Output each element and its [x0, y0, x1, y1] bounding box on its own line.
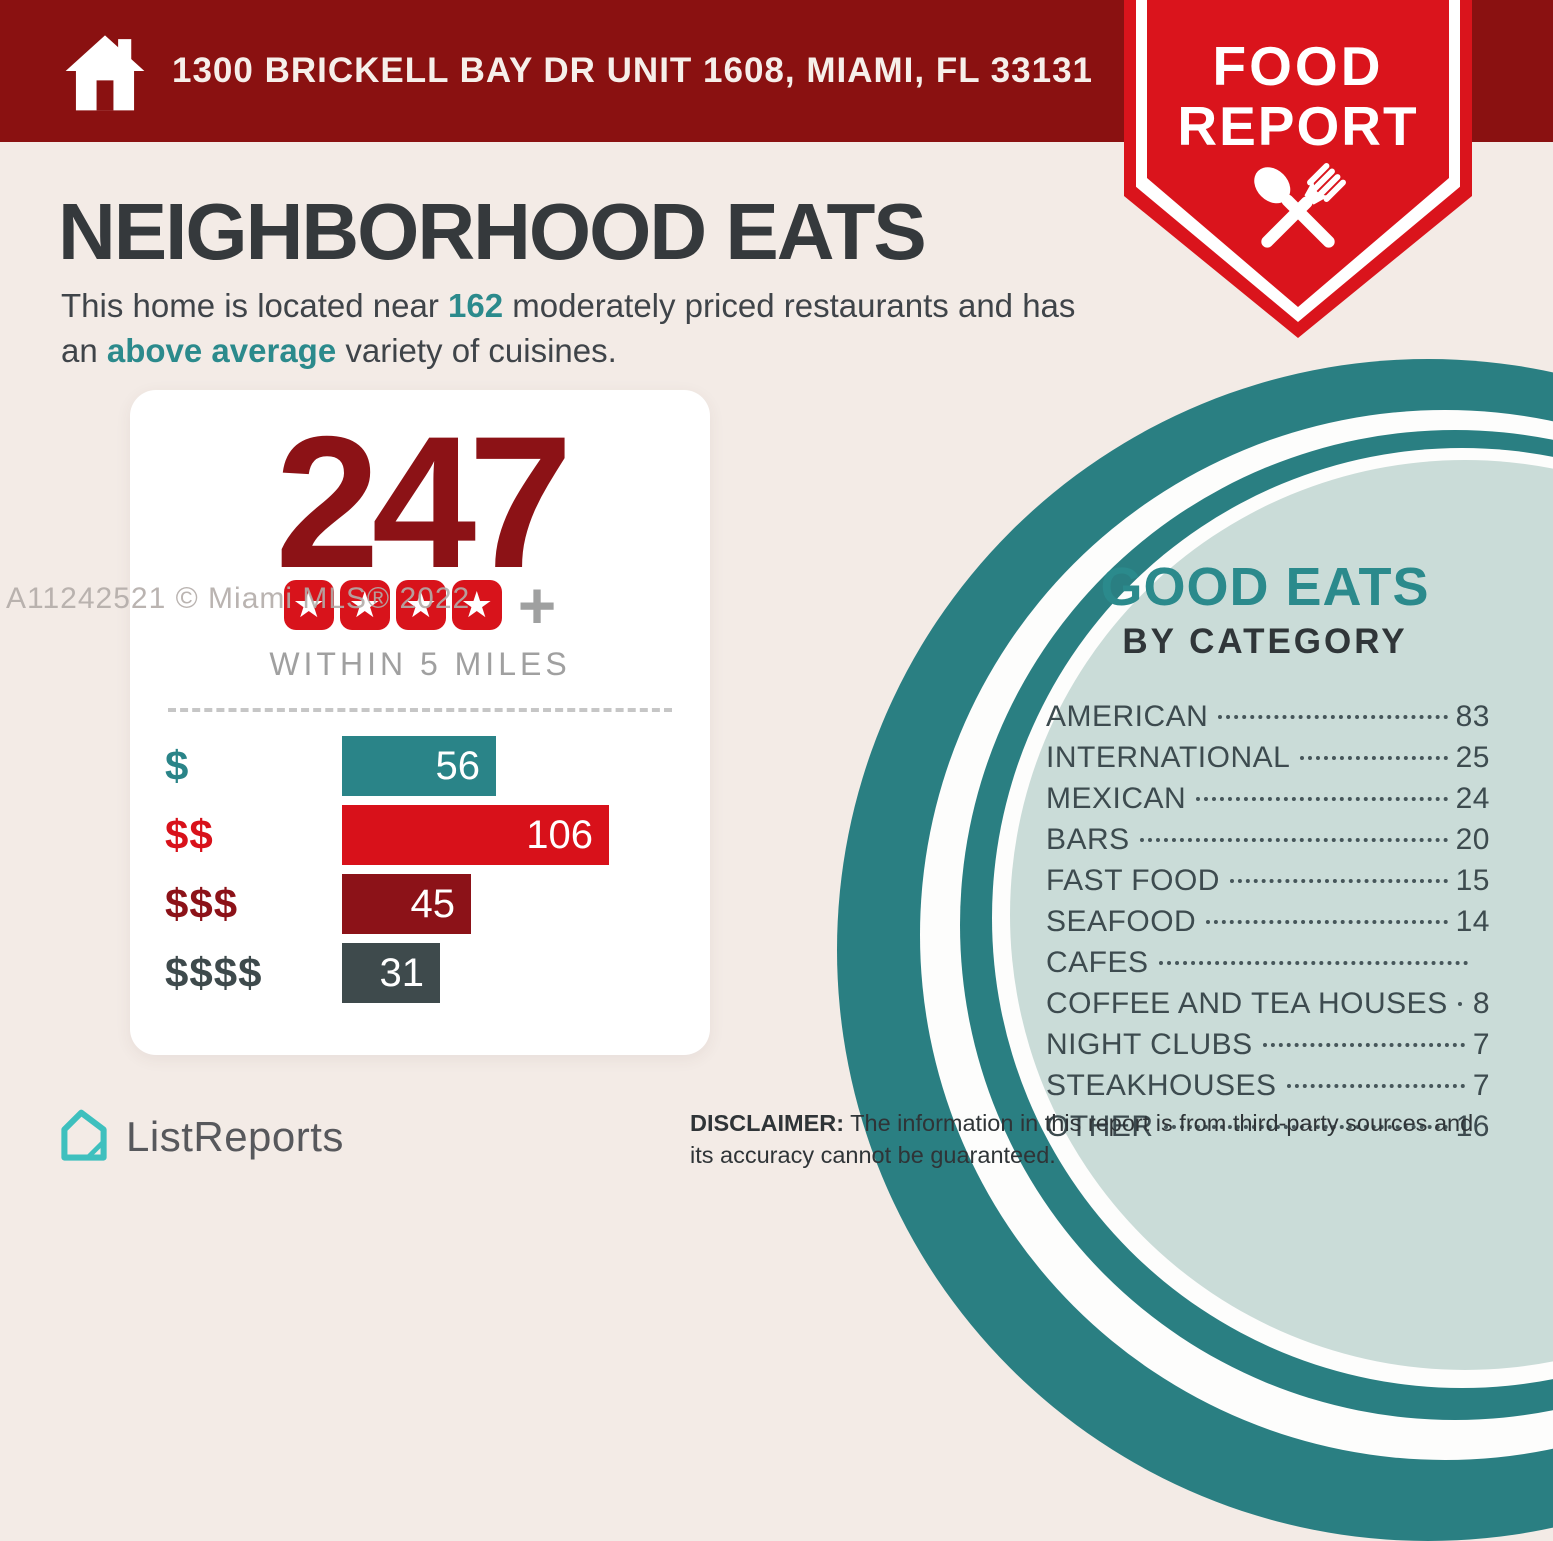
intro-text: variety of cuisines.	[336, 332, 617, 370]
listreports-brand: ListReports	[56, 1108, 344, 1166]
category-value: 7	[1472, 1069, 1490, 1102]
category-label: INTERNATIONAL	[1046, 741, 1291, 774]
price-tier-bar-chart: $56 $$ 106 $$$ 45 $$$$ 31	[165, 736, 675, 1012]
category-label: AMERICAN	[1046, 700, 1209, 733]
category-value: 20	[1455, 823, 1490, 856]
price-tier-value: 56	[435, 743, 481, 788]
dotted-leader	[1457, 1002, 1465, 1006]
category-label: STEAKHOUSES	[1046, 1069, 1277, 1102]
radius-label: WITHIN 5 MILES	[269, 646, 571, 682]
category-value: 15	[1455, 864, 1490, 897]
intro-text: moderately priced restaurants and has an	[61, 287, 1076, 370]
star-icon: ★	[451, 580, 502, 630]
price-tier-label: $$$	[165, 880, 239, 927]
dotted-leader	[1139, 838, 1448, 842]
category-value: 8	[1472, 987, 1490, 1020]
dotted-leader	[1286, 1084, 1465, 1088]
dotted-leader	[1218, 715, 1448, 719]
dotted-leader	[1206, 920, 1448, 924]
category-label: BARS	[1046, 823, 1130, 856]
category-row: OTHER 16	[1046, 1110, 1490, 1151]
price-tier-label: $$$$	[165, 949, 263, 996]
food-report-badge: FOOD REPORT	[1124, 0, 1472, 338]
category-label: SEAFOOD	[1046, 905, 1197, 938]
price-tier-row: $$$$ 31	[165, 943, 675, 1003]
price-tier-row: $$$ 45	[165, 874, 675, 934]
category-label: FAST FOOD	[1046, 864, 1220, 897]
category-row: FAST FOOD 15	[1046, 864, 1490, 905]
intro-text: This home is located near	[61, 287, 449, 324]
star-icon: ★	[339, 580, 390, 630]
star-icon: ★	[395, 580, 446, 630]
dotted-leader	[1158, 961, 1468, 965]
dotted-leader	[1196, 797, 1448, 801]
category-value: 24	[1455, 782, 1490, 815]
disclaimer-text: The information in this report is from t…	[690, 1110, 1474, 1168]
category-label: OTHER	[1046, 1110, 1154, 1143]
restaurant-count: 247	[275, 397, 573, 607]
category-row: AMERICAN 83	[1046, 700, 1490, 741]
listreports-logo-text: ListReports	[126, 1113, 344, 1160]
page-title: NEIGHBORHOOD EATS	[58, 187, 927, 276]
category-label: CAFES	[1046, 946, 1149, 979]
category-row: NIGHT CLUBS 7	[1046, 1028, 1490, 1069]
good-eats-subtitle: BY CATEGORY	[1122, 622, 1408, 661]
dotted-leader	[1163, 1125, 1448, 1129]
price-tier-bar: 31	[342, 943, 440, 1003]
star-icon: ★	[283, 580, 334, 630]
dotted-leader	[1262, 1043, 1465, 1047]
intro-highlight: above average	[106, 332, 337, 370]
price-tier-label: $	[165, 742, 190, 789]
dotted-leader	[1300, 756, 1448, 760]
category-value: 7	[1472, 1028, 1490, 1061]
price-tier-value: 106	[526, 812, 593, 857]
price-tier-value: 45	[410, 881, 456, 926]
category-value: 25	[1455, 741, 1490, 774]
intro-highlight: 162	[448, 287, 504, 324]
category-row: STEAKHOUSES 7	[1046, 1069, 1490, 1110]
category-row: SEAFOOD 14	[1046, 905, 1490, 946]
category-value: 16	[1455, 1110, 1490, 1143]
badge-title-line2: REPORT	[1177, 95, 1419, 157]
price-tier-bar: 106	[342, 805, 609, 865]
category-row: BARS 20	[1046, 823, 1490, 864]
mls-watermark: A11242521 © Miami MLS® 2022	[6, 582, 471, 615]
category-row: MEXICAN 24	[1046, 782, 1490, 823]
price-tier-value: 31	[379, 950, 425, 995]
category-label: MEXICAN	[1046, 782, 1187, 815]
category-label: COFFEE AND TEA HOUSES	[1046, 987, 1448, 1020]
category-value: 83	[1455, 700, 1490, 733]
price-tier-label: $$	[165, 811, 214, 858]
category-row: COFFEE AND TEA HOUSES 8	[1046, 987, 1490, 1028]
good-eats-panel: GOOD EATS BY CATEGORY AMERICAN 83 INTERNAT…	[1040, 556, 1490, 1151]
plus-icon: +	[517, 568, 557, 642]
price-tier-bar: 45	[342, 874, 471, 934]
good-eats-title: GOOD EATS	[1100, 557, 1430, 617]
category-row: CAFES	[1046, 946, 1490, 987]
restaurant-summary-card: 247 ★ ★ ★ ★ + WITHIN 5 MILES $56 $$ 106 $$$ 45 $$…	[130, 390, 710, 1055]
spoon-and-fork-icon	[1254, 163, 1346, 248]
price-tier-row: $$ 106	[165, 805, 675, 865]
home-icon	[65, 35, 145, 111]
category-list: AMERICAN 83 INTERNATIONAL 25 MEXICAN 24 BARS 20…	[1040, 700, 1490, 1151]
disclaimer-label: DISCLAIMER:	[690, 1110, 845, 1136]
category-value: 14	[1455, 905, 1490, 938]
price-tier-row: $56	[165, 736, 675, 796]
disclaimer: DISCLAIMER: The information in this repo…	[690, 1108, 1502, 1171]
category-row: INTERNATIONAL 25	[1046, 741, 1490, 782]
category-label: NIGHT CLUBS	[1046, 1028, 1253, 1061]
dashed-divider	[168, 708, 672, 712]
intro-paragraph: This home is located near 162 moderately…	[61, 283, 1091, 373]
property-address: 1300 BRICKELL BAY DR UNIT 1608, MIAMI, F…	[172, 51, 1094, 90]
dotted-leader	[1229, 879, 1448, 883]
price-tier-bar: 56	[342, 736, 496, 796]
badge-title-line1: FOOD	[1212, 35, 1384, 97]
star-rating: ★ ★ ★ ★ +	[130, 568, 710, 642]
listreports-logo-icon	[61, 1109, 107, 1161]
